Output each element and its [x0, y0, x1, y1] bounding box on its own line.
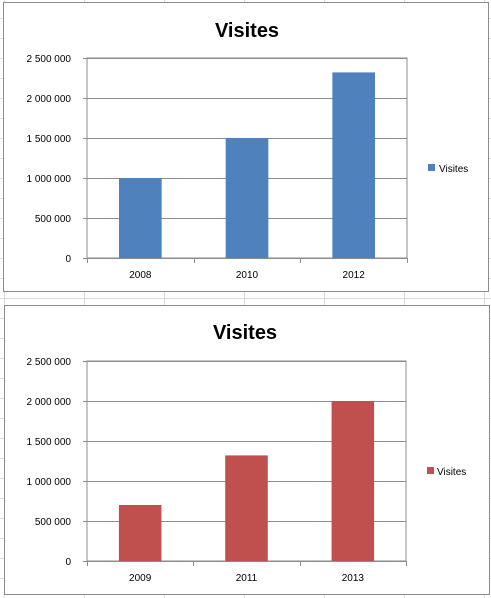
chart-2-svg: Visites 0 500 000 1 000 000 1 500 000 2 000 … — [27, 322, 467, 584]
plot-area: 0 500 000 1 000 000 1 500 000 2 000 000 2 500… — [27, 54, 408, 281]
y-tick-label: 2 500 000 — [27, 357, 72, 368]
x-tick-label: 2010 — [236, 270, 259, 281]
bar — [225, 455, 268, 561]
y-tick-label: 1 000 000 — [27, 174, 72, 185]
x-tick-label: 2012 — [343, 270, 366, 281]
y-tick-label: 0 — [65, 254, 71, 265]
x-tick-label: 2008 — [129, 270, 152, 281]
legend: Visites — [428, 164, 468, 175]
y-tick-label: 2 500 000 — [27, 54, 72, 65]
plot-area: 0 500 000 1 000 000 1 500 000 2 000 000 2 500… — [27, 357, 407, 584]
y-tick-label: 2 000 000 — [27, 397, 72, 408]
x-tick-label: 2013 — [342, 573, 365, 584]
bar — [225, 138, 269, 258]
bar — [332, 72, 375, 259]
y-tick-label: 1 500 000 — [27, 437, 72, 448]
x-tick-label: 2009 — [129, 573, 152, 584]
y-tick-label: 0 — [65, 557, 71, 568]
y-tick-label: 1 500 000 — [27, 134, 72, 145]
legend-label: Visites — [439, 164, 468, 175]
y-tick-label: 500 000 — [35, 517, 72, 528]
chart-1-svg: Visites 0 500 000 1 000 000 1 500 000 2 000 … — [27, 20, 469, 281]
chart-visites-2009-2013[interactable]: Visites 0 500 000 1 000 000 1 500 000 2 000 … — [4, 305, 490, 595]
legend-swatch — [428, 164, 435, 171]
y-tick-label: 2 000 000 — [27, 94, 72, 105]
chart-title: Visites — [215, 20, 279, 42]
bar — [118, 505, 162, 561]
y-tick-label: 1 000 000 — [27, 477, 72, 488]
y-tick-label: 500 000 — [35, 214, 72, 225]
bar — [119, 178, 162, 258]
x-tick-label: 2011 — [236, 573, 258, 584]
legend-label: Visites — [437, 467, 466, 478]
legend: Visites — [427, 467, 466, 478]
bar — [331, 401, 375, 561]
legend-swatch — [427, 467, 434, 474]
chart-title: Visites — [213, 322, 277, 344]
chart-visites-2008-2012[interactable]: Visites 0 500 000 1 000 000 1 500 000 2 000 … — [3, 2, 489, 292]
